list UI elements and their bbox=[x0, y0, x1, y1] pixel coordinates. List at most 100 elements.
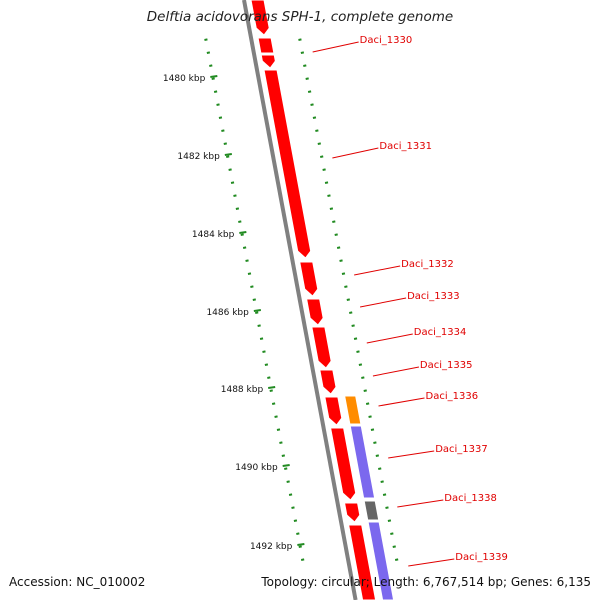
gc-dash-outer bbox=[315, 129, 319, 132]
gc-dash-outer bbox=[303, 64, 307, 67]
gene-label-leader bbox=[388, 450, 435, 459]
gc-dash-inner bbox=[228, 168, 232, 171]
gc-dash-inner bbox=[226, 155, 230, 158]
map-title: Delftia acidovorans SPH-1, complete geno… bbox=[146, 9, 454, 25]
gene-forward-4 bbox=[263, 69, 312, 259]
gene-label-text: Daci_1337 bbox=[435, 444, 488, 455]
gc-dash-outer bbox=[305, 77, 309, 80]
gene-label-leader bbox=[366, 333, 413, 344]
gc-dash-inner bbox=[206, 51, 211, 54]
gc-dash-outer bbox=[378, 467, 382, 470]
topology-label: Topology: circular; Length: 6,767,514 bp… bbox=[261, 575, 591, 589]
gc-dash-outer bbox=[324, 181, 329, 184]
kbp-tick-label: 1482 kbp bbox=[177, 152, 220, 162]
gene-forward-8 bbox=[319, 369, 337, 395]
gene-label-leader bbox=[360, 297, 407, 308]
backbone-line bbox=[242, 0, 358, 600]
gc-dash-inner bbox=[276, 428, 281, 431]
kbp-tick-label: 1492 kbp bbox=[250, 542, 293, 552]
gc-dash-inner bbox=[230, 181, 235, 184]
gc-dash-inner bbox=[298, 545, 302, 548]
gc-dash-outer bbox=[349, 311, 353, 314]
gc-dash-inner bbox=[240, 233, 244, 236]
gc-dash-inner bbox=[293, 519, 298, 522]
gene-label-text: Daci_1333 bbox=[407, 291, 460, 302]
gene-label-text: Daci_1339 bbox=[455, 552, 508, 563]
gene-forward-10 bbox=[330, 427, 357, 501]
gc-dash-outer bbox=[336, 246, 341, 249]
gene-label-leader bbox=[408, 558, 455, 567]
gc-dash-inner bbox=[296, 532, 300, 535]
accession-label: Accession: NC_010002 bbox=[9, 575, 146, 589]
gc-dash-inner bbox=[288, 493, 293, 496]
gc-dash-inner bbox=[279, 441, 283, 444]
gene-track bbox=[250, 0, 395, 600]
gc-dash-outer bbox=[320, 155, 324, 158]
gene-label-leader bbox=[397, 499, 444, 508]
gc-dash-outer bbox=[327, 194, 331, 197]
gc-dash-inner bbox=[257, 324, 261, 327]
tick-track: 1480 kbp 1482 kbp 1484 kbp 1486 kbp 1488 kbp… bbox=[163, 74, 305, 552]
gene-forward-6 bbox=[306, 298, 324, 326]
gc-dash-outer bbox=[344, 285, 348, 288]
gc-dash-outer bbox=[375, 454, 380, 457]
gene-label-leader bbox=[354, 265, 401, 276]
gc-dash-outer bbox=[310, 103, 314, 106]
gc-dash-outer bbox=[322, 168, 326, 171]
gc-dash-inner bbox=[213, 90, 218, 93]
gene-label-text: Daci_1330 bbox=[360, 35, 413, 46]
gc-dash-outer bbox=[390, 532, 394, 535]
gene-forward-2 bbox=[257, 37, 275, 54]
gc-dash-outer bbox=[346, 298, 350, 301]
backbone-track bbox=[241, 0, 361, 600]
gc-dash-outer bbox=[361, 376, 365, 379]
kbp-tick-mark bbox=[210, 75, 218, 78]
kbp-tick-label: 1490 kbp bbox=[235, 463, 278, 473]
gene-forward-1 bbox=[250, 0, 270, 36]
gc-dash-outer bbox=[353, 337, 358, 340]
gc-dash-inner bbox=[269, 389, 273, 392]
gene-label-text: Daci_1336 bbox=[426, 391, 479, 402]
gc-dash-outer bbox=[332, 220, 336, 223]
kbp-tick-mark bbox=[239, 231, 247, 234]
gene-gray bbox=[363, 500, 380, 521]
gc-dash-inner bbox=[255, 311, 259, 314]
gc-dash-outer bbox=[368, 415, 372, 418]
gc-dash-inner bbox=[286, 480, 290, 483]
gene-forward-12 bbox=[348, 524, 377, 600]
gc-dash-inner bbox=[300, 558, 305, 561]
gc-dash-outer bbox=[365, 402, 370, 405]
gene-label-text: Daci_1338 bbox=[444, 493, 497, 504]
gene-forward-5 bbox=[299, 261, 319, 297]
kbp-tick-mark bbox=[253, 309, 261, 312]
gc-dash-outer bbox=[298, 38, 302, 41]
gc-dash-inner bbox=[264, 363, 269, 366]
gene-forward-3 bbox=[260, 54, 276, 69]
gene-label-text: Daci_1332 bbox=[401, 259, 454, 270]
gene-purple-1 bbox=[349, 425, 376, 499]
gc-dash-inner bbox=[218, 116, 223, 119]
gc-dash-outer bbox=[300, 51, 305, 54]
kbp-tick-label: 1486 kbp bbox=[206, 308, 249, 318]
topology-text: Topology: circular; Length: 6,767,514 bp… bbox=[261, 575, 591, 589]
gc-dash-inner bbox=[281, 454, 286, 457]
gc-dash-outer bbox=[394, 558, 399, 561]
gene-orange bbox=[344, 395, 362, 425]
gene-label-text: Daci_1334 bbox=[414, 327, 467, 338]
kbp-tick-mark bbox=[282, 464, 290, 467]
gc-dash-outer bbox=[385, 506, 389, 509]
gc-skew-track bbox=[204, 38, 399, 561]
gc-dash-outer bbox=[339, 259, 343, 262]
gc-dash-inner bbox=[216, 103, 220, 106]
gc-dash-inner bbox=[211, 77, 215, 80]
kbp-tick-mark bbox=[268, 386, 276, 389]
gc-dash-inner bbox=[271, 402, 276, 405]
gene-label-leader bbox=[378, 397, 425, 407]
gc-dash-inner bbox=[252, 298, 256, 301]
gene-purple-2 bbox=[367, 521, 395, 600]
gc-dash-outer bbox=[387, 519, 392, 522]
gc-dash-outer bbox=[329, 207, 334, 210]
gc-dash-inner bbox=[291, 506, 295, 509]
gene-label-leader bbox=[372, 366, 420, 377]
gc-dash-outer bbox=[373, 441, 377, 444]
